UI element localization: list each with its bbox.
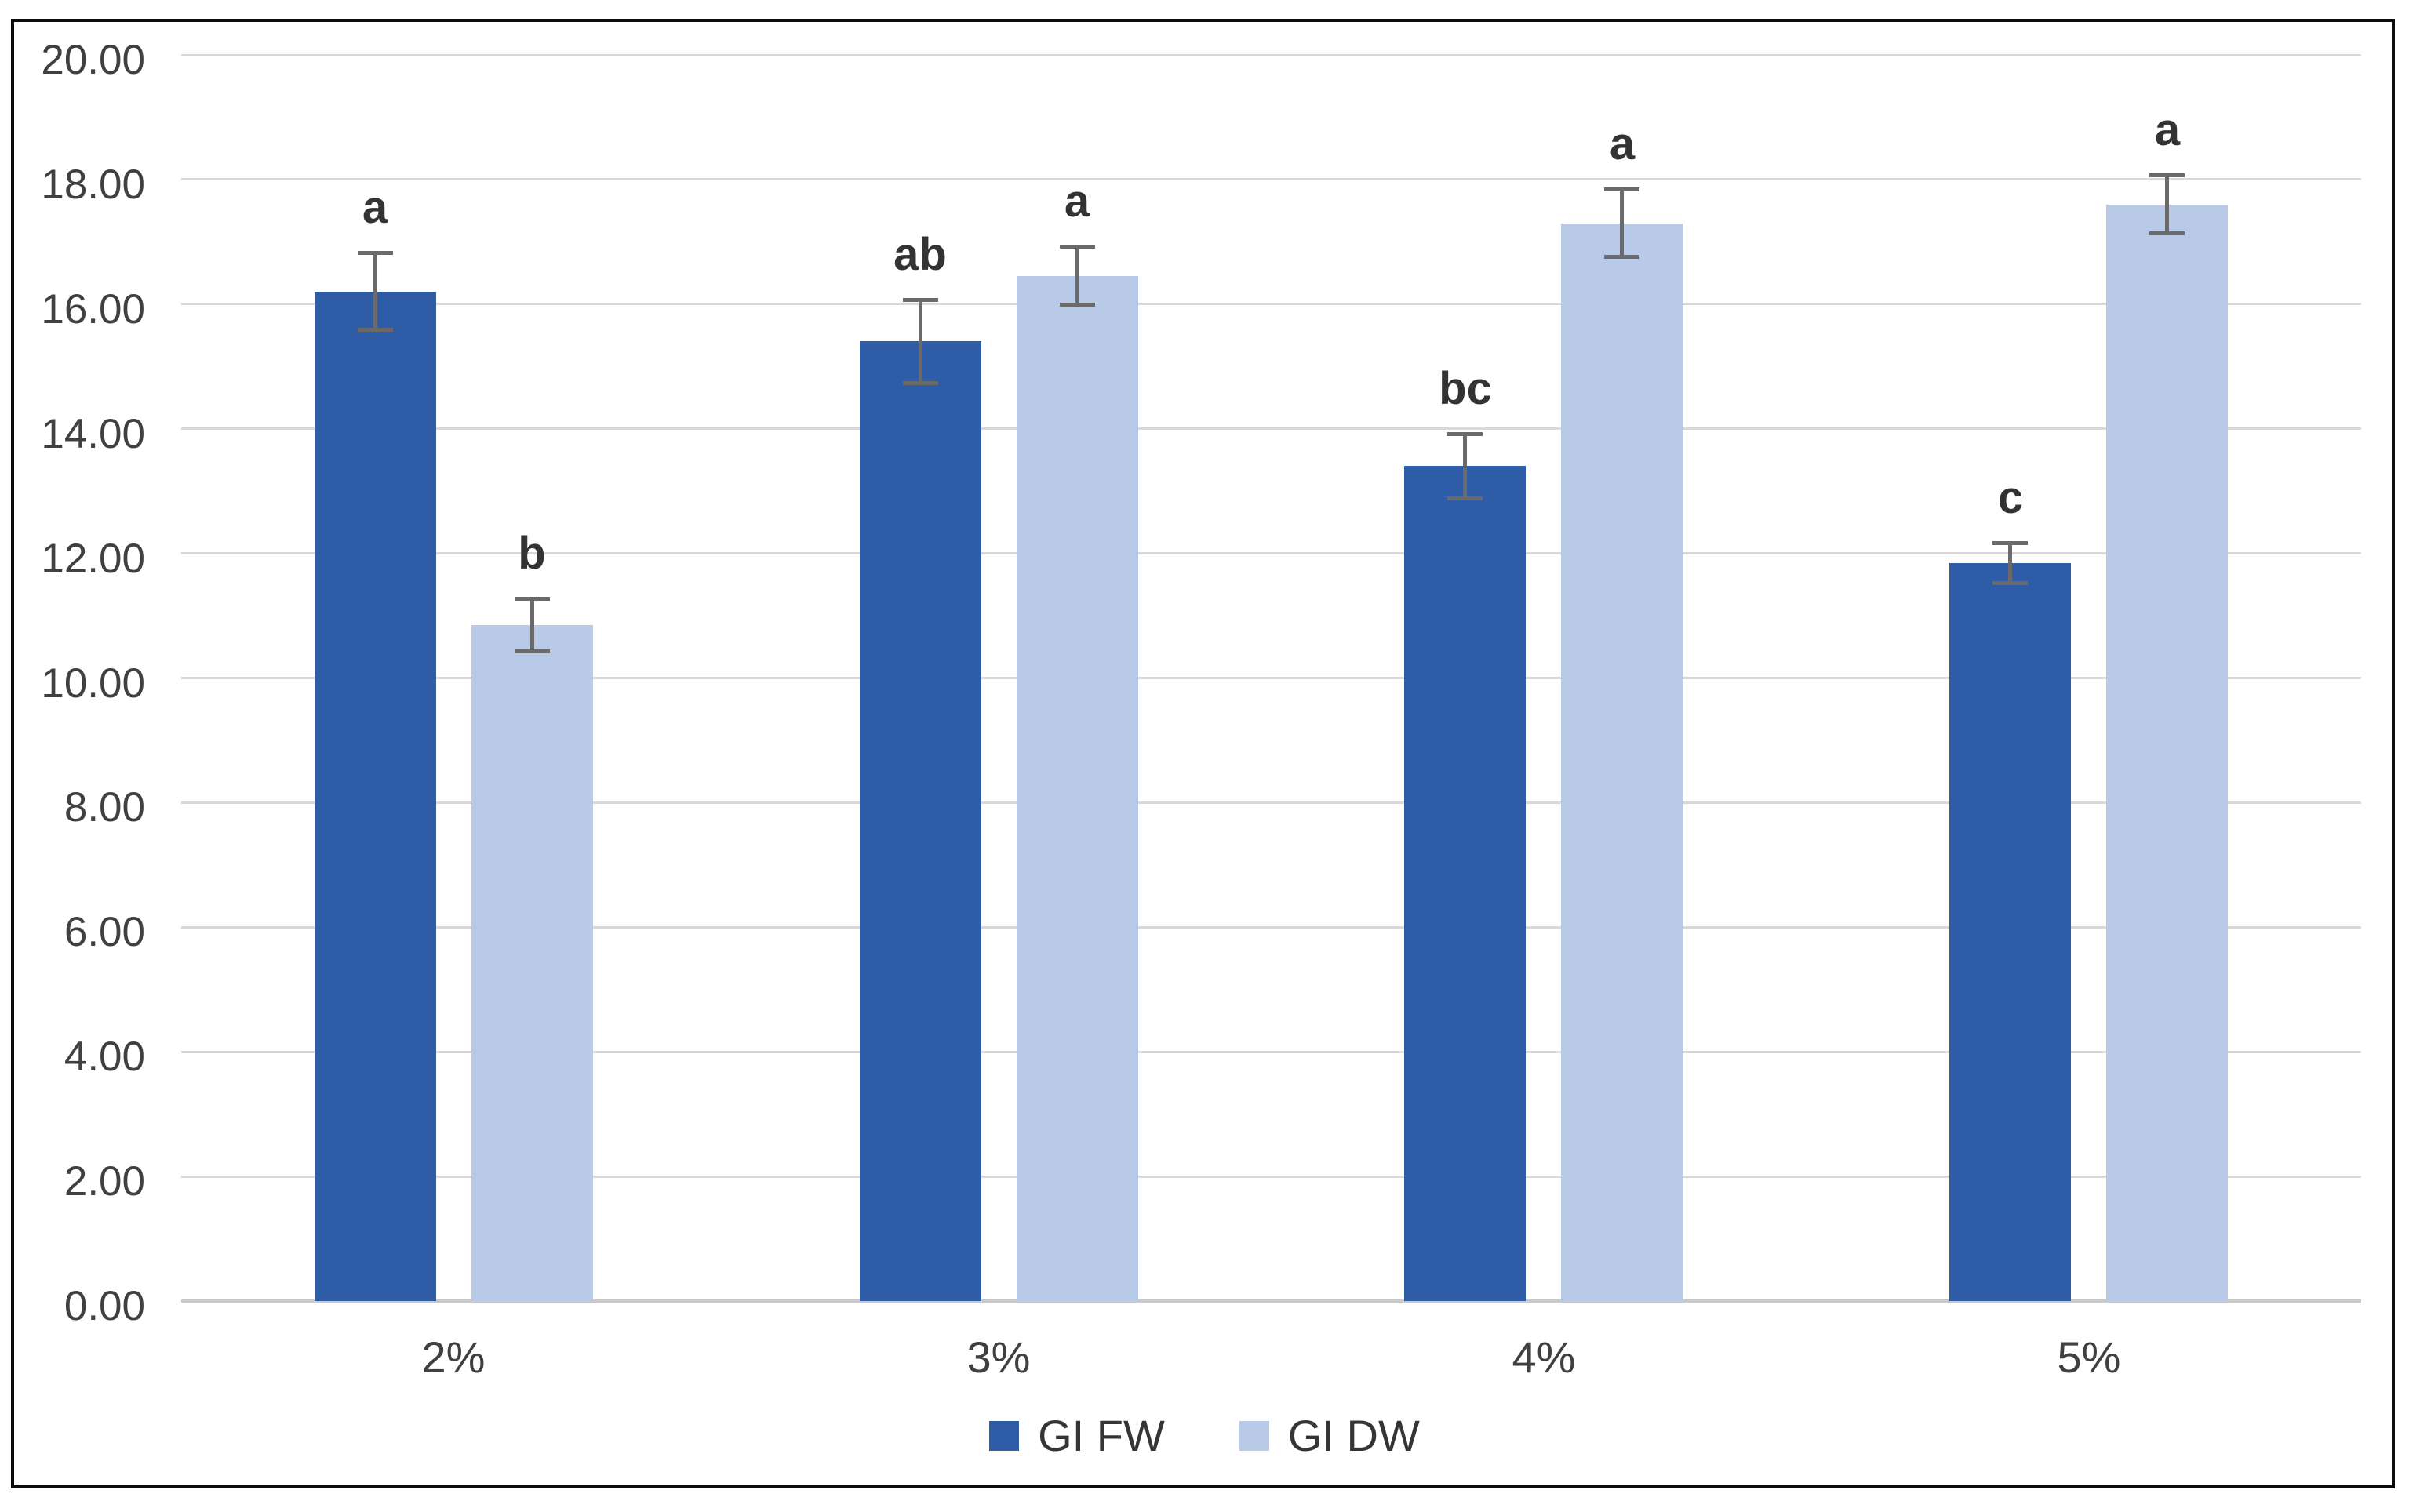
gridline-6.00: [181, 926, 2361, 929]
error-bar-cap-top: [358, 251, 393, 255]
x-axis-category-label-5pct: 5%: [2057, 1332, 2121, 1382]
y-axis-tick-label-6.00: 6.00: [64, 909, 145, 955]
gridline-14.00: [181, 427, 2361, 430]
error-bar-cap-bottom: [1447, 496, 1483, 500]
y-axis-tick-label-0.00: 0.00: [64, 1283, 145, 1329]
error-bar-cap-top: [515, 597, 550, 601]
error-bar-cap-top: [903, 298, 938, 302]
significance-letter-gi-dw-2pct: b: [518, 528, 546, 579]
y-axis-tick-label-16.00: 16.00: [41, 286, 145, 333]
error-bar-line: [2008, 541, 2012, 585]
y-axis-tick-label-20.00: 20.00: [41, 37, 145, 83]
error-bar-line: [1620, 187, 1624, 259]
significance-letter-gi-dw-4pct: a: [1609, 118, 1636, 169]
significance-letter-gi-dw-3pct: a: [1064, 176, 1090, 227]
error-bar-gi-fw-4pct: [1447, 432, 1483, 500]
error-bar-line: [1075, 245, 1079, 307]
legend-item-gi-fw: GI FW: [989, 1412, 1165, 1459]
bar-gi-fw-5pct: [1949, 563, 2071, 1301]
error-bar-line: [373, 251, 377, 332]
error-bar-gi-fw-3pct: [903, 298, 938, 385]
bar-gi-fw-4pct: [1404, 466, 1526, 1301]
gridline-4.00: [181, 1051, 2361, 1053]
error-bar-cap-bottom: [1060, 303, 1095, 307]
y-axis-tick-label-8.00: 8.00: [64, 784, 145, 831]
legend: GI FW GI DW: [0, 1410, 2409, 1462]
error-bar-gi-fw-5pct: [1992, 541, 2028, 585]
error-bar-line: [530, 597, 534, 653]
y-axis-tick-label-2.00: 2.00: [64, 1158, 145, 1205]
significance-letter-gi-fw-2pct: a: [362, 182, 388, 233]
error-bar-gi-dw-2pct: [515, 597, 550, 653]
error-bar-cap-bottom: [515, 649, 550, 653]
bar-gi-dw-2pct: [471, 625, 593, 1301]
bar-gi-fw-3pct: [860, 341, 981, 1301]
bar-gi-dw-5pct: [2106, 205, 2228, 1301]
bar-gi-dw-3pct: [1017, 276, 1138, 1301]
error-bar-gi-dw-5pct: [2149, 173, 2185, 235]
error-bar-gi-fw-2pct: [358, 251, 393, 332]
y-axis-tick-label-18.00: 18.00: [41, 162, 145, 208]
y-axis-tick-label-10.00: 10.00: [41, 660, 145, 707]
significance-letter-gi-fw-5pct: c: [1997, 472, 2024, 523]
x-axis-line: [181, 1299, 2361, 1303]
legend-swatch-gi-dw: [1239, 1421, 1269, 1451]
x-axis-category-label-3pct: 3%: [966, 1332, 1031, 1382]
gridline-8.00: [181, 801, 2361, 804]
significance-letter-gi-fw-3pct: ab: [893, 229, 947, 280]
error-bar-cap-top: [1604, 187, 1639, 191]
legend-item-gi-dw: GI DW: [1239, 1412, 1420, 1459]
legend-swatch-gi-fw: [989, 1421, 1020, 1451]
gridline-2.00: [181, 1176, 2361, 1178]
error-bar-cap-bottom: [358, 328, 393, 332]
error-bar-cap-top: [1992, 541, 2028, 545]
gridline-12.00: [181, 552, 2361, 554]
gridline-18.00: [181, 178, 2361, 180]
error-bar-cap-top: [1447, 432, 1483, 436]
legend-label-gi-fw: GI FW: [1038, 1411, 1165, 1460]
error-bar-cap-bottom: [903, 381, 938, 385]
legend-label-gi-dw: GI DW: [1287, 1411, 1420, 1460]
y-axis-tick-label-4.00: 4.00: [64, 1034, 145, 1080]
error-bar-cap-bottom: [1992, 581, 2028, 585]
error-bar-gi-dw-4pct: [1604, 187, 1639, 259]
x-axis-category-label-4pct: 4%: [1512, 1332, 1576, 1382]
error-bar-gi-dw-3pct: [1060, 245, 1095, 307]
error-bar-cap-bottom: [1604, 255, 1639, 259]
bar-gi-dw-4pct: [1561, 224, 1683, 1301]
error-bar-cap-top: [2149, 173, 2185, 177]
y-axis-tick-label-14.00: 14.00: [41, 411, 145, 457]
y-axis-tick-label-12.00: 12.00: [41, 536, 145, 582]
error-bar-line: [919, 298, 922, 385]
error-bar-line: [2165, 173, 2169, 235]
significance-letter-gi-dw-5pct: a: [2154, 104, 2181, 155]
gridline-20.00: [181, 54, 2361, 56]
error-bar-cap-bottom: [2149, 231, 2185, 235]
error-bar-line: [1463, 432, 1467, 500]
gridline-16.00: [181, 303, 2361, 305]
gridline-10.00: [181, 677, 2361, 679]
significance-letter-gi-fw-4pct: bc: [1439, 363, 1492, 414]
x-axis-category-label-2pct: 2%: [421, 1332, 486, 1382]
bar-gi-fw-2pct: [315, 292, 436, 1301]
error-bar-cap-top: [1060, 245, 1095, 249]
